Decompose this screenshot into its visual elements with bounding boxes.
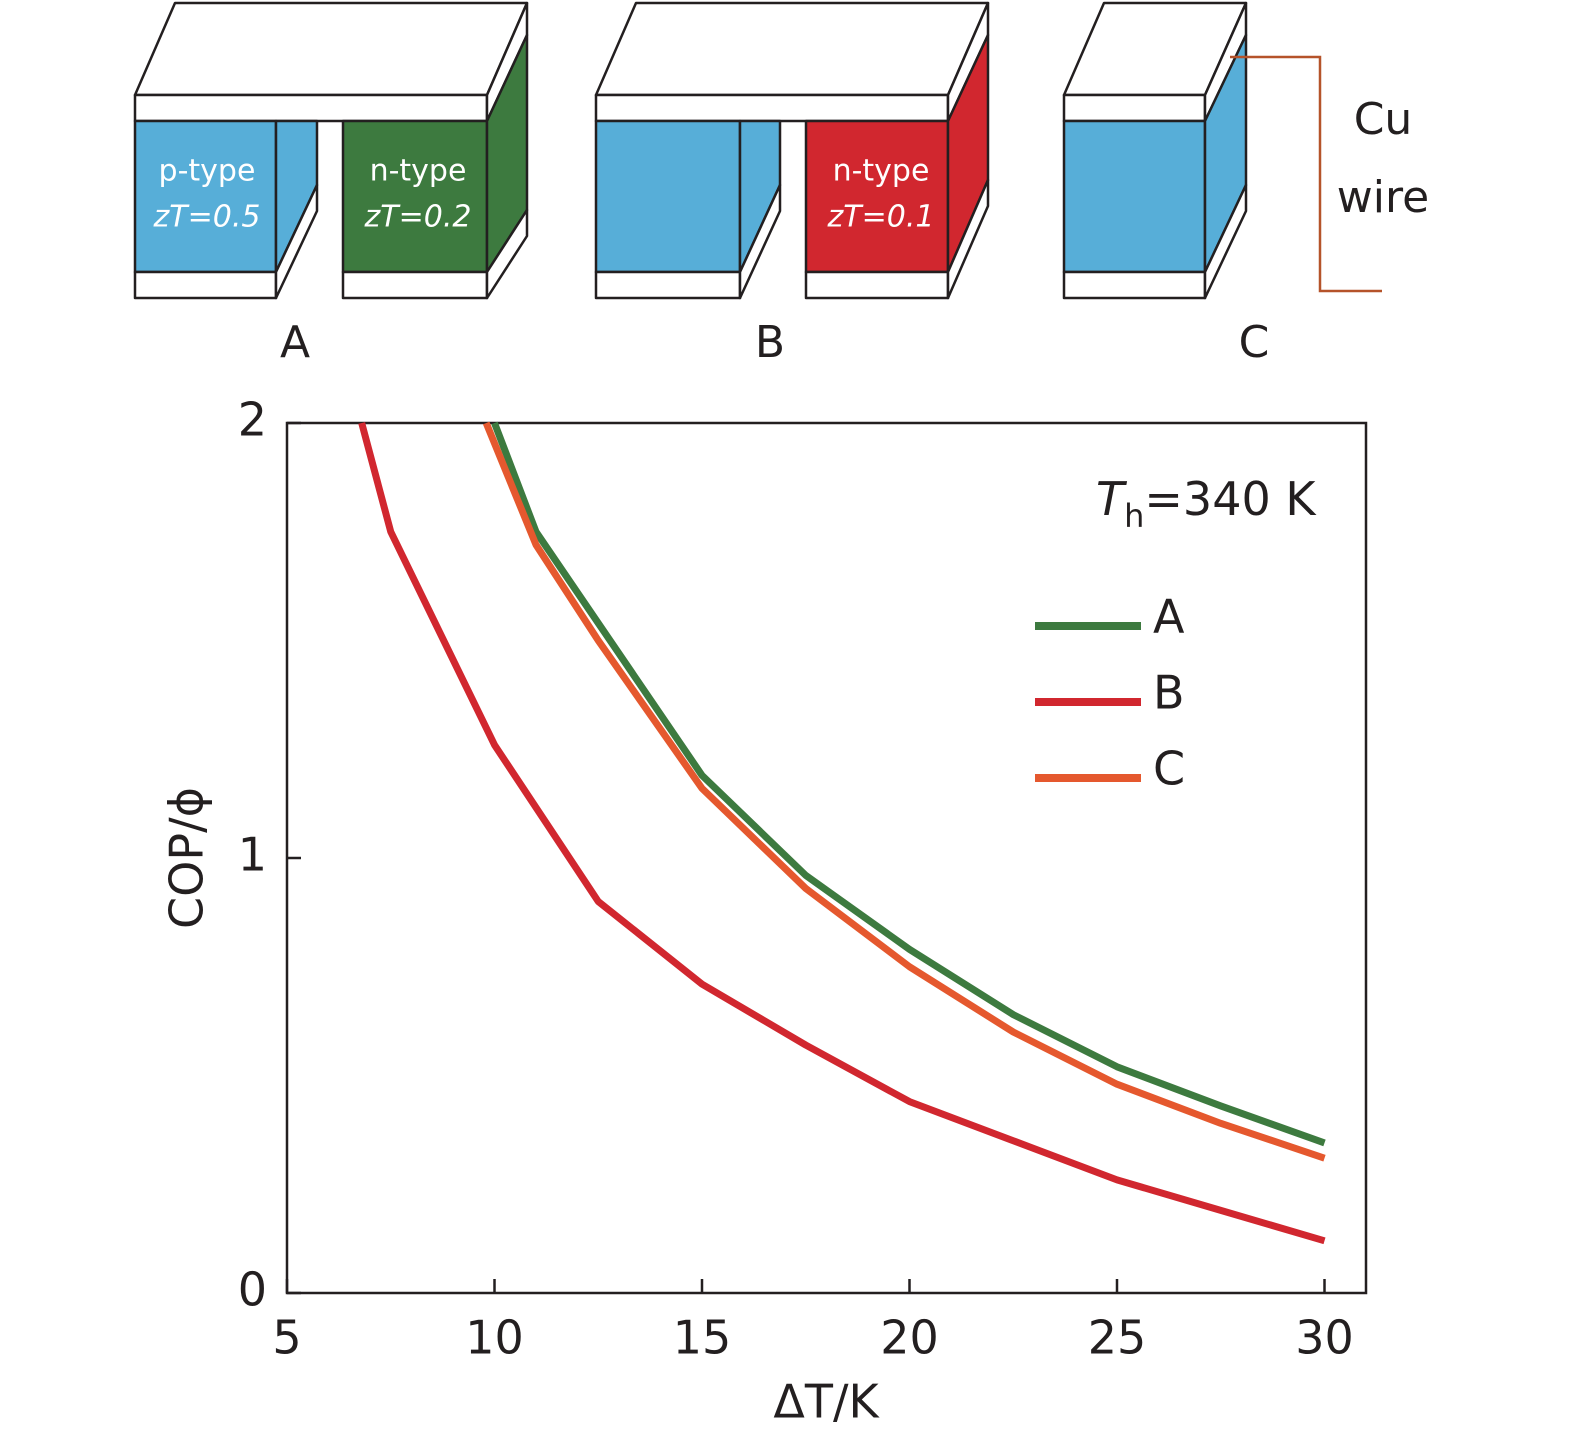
legend-label: C [1153, 742, 1185, 796]
y-tick-label: 1 [238, 828, 267, 882]
x-tick-label: 20 [880, 1311, 939, 1365]
leg-label: n-type [370, 154, 467, 189]
module-b [594, 1, 990, 300]
module-c [1062, 1, 1248, 300]
module-label: C [1239, 317, 1270, 368]
leg-zt: zT=0.2 [364, 200, 472, 235]
series-line [491, 421, 1326, 1147]
plot: 5 10 15 20 25 30 0 1 2 ABC [238, 393, 1368, 1365]
x-axis-label: ΔT/K [773, 1375, 880, 1429]
series-line [358, 422, 1326, 1245]
leg-zt: zT=0.5 [153, 200, 261, 235]
leg-label: p-type [159, 154, 256, 189]
y-axis-label: COP/ϕ [160, 787, 214, 929]
module-a [133, 1, 529, 300]
annotation-part: T [1096, 472, 1128, 526]
module-label: A [280, 317, 310, 368]
leg-zt: zT=0.1 [827, 200, 935, 235]
y-tick-label: 0 [238, 1263, 267, 1317]
series-line [482, 421, 1326, 1162]
y-tick-label: 2 [238, 393, 267, 447]
wire-label: wire [1337, 172, 1429, 223]
annotation-sub: h [1124, 497, 1144, 535]
x-tick-label: 15 [673, 1311, 732, 1365]
leg-label: n-type [833, 154, 930, 189]
x-tick-label: 10 [465, 1311, 524, 1365]
x-tick-label: 30 [1295, 1311, 1354, 1365]
annotation: Th=340 K [1096, 472, 1317, 536]
cu-wire-line [1230, 55, 1382, 293]
module-label: B [755, 317, 785, 368]
plot-frame [285, 421, 1368, 1295]
legend-label: A [1153, 590, 1185, 644]
wire-label: Cu [1354, 94, 1413, 145]
legend-label: B [1153, 666, 1185, 720]
x-tick-label: 25 [1088, 1311, 1147, 1365]
module-diagrams [133, 1, 1382, 300]
x-tick-label: 5 [272, 1311, 301, 1365]
annotation-part: =340 K [1144, 472, 1317, 526]
